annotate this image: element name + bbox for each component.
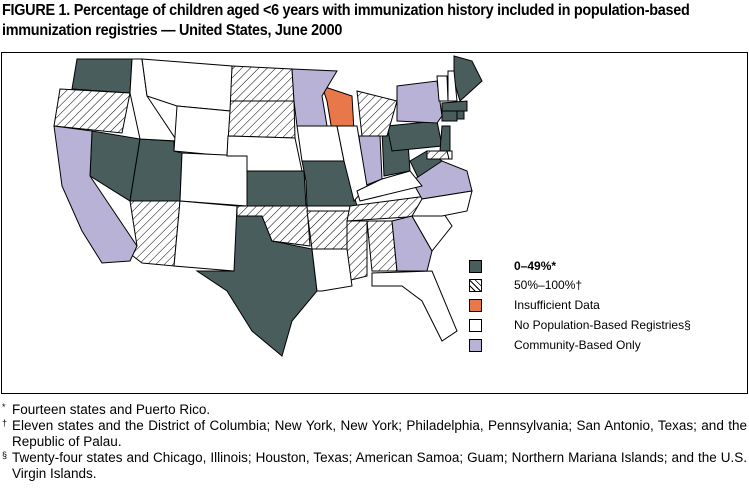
- legend-label: No Population-Based Registries§: [514, 318, 691, 332]
- state-co: [179, 152, 248, 207]
- footnote: § Twenty-four states and Chicago, Illinoi…: [2, 450, 747, 482]
- state-sd: [227, 100, 296, 139]
- state-vt: [436, 75, 449, 102]
- legend-label: Insufficient Data: [514, 298, 600, 312]
- figure-title: FIGURE 1. Percentage of children aged <6…: [2, 2, 690, 39]
- state-nj: [439, 125, 451, 152]
- state-or: [53, 88, 131, 134]
- state-la: [311, 248, 353, 292]
- state-de: [446, 150, 453, 160]
- footnotes: * Fourteen states and Puerto Rico. † Eleve…: [2, 402, 747, 482]
- legend-swatch-none: [469, 319, 482, 332]
- legend-swatch-community: [469, 339, 482, 352]
- state-nc: [411, 190, 473, 217]
- footnote-text: Fourteen states and Puerto Rico.: [12, 402, 211, 417]
- legend-label: 50%–100%†: [514, 278, 583, 292]
- footnote-mark: §: [2, 450, 8, 460]
- state-ks: [246, 170, 307, 207]
- state-ar: [306, 210, 351, 250]
- state-wy: [173, 105, 231, 157]
- state-ne: [226, 135, 303, 172]
- legend-label: 0–49%*: [514, 259, 557, 273]
- legend-swatch-hatched: [469, 279, 482, 292]
- map-frame: 0–49%* 50%–100%† Insufficient Data No Po…: [1, 52, 748, 394]
- footnote: † Eleven states and the District of Colum…: [2, 418, 747, 450]
- state-ca: [53, 125, 138, 264]
- state-ri: [456, 110, 465, 120]
- footnote-mark: †: [2, 418, 8, 428]
- state-wa: [71, 58, 133, 94]
- state-ga: [391, 215, 433, 272]
- state-mi: [356, 90, 398, 137]
- legend-label: Community-Based Only: [514, 338, 641, 352]
- footnote-mark: *: [2, 402, 6, 412]
- state-nh: [447, 70, 458, 102]
- state-nm: [173, 200, 238, 272]
- us-map: [53, 55, 483, 357]
- footnote-text: Eleven states and the District of Columb…: [12, 418, 747, 449]
- state-pa: [386, 120, 443, 152]
- state-ny: [396, 80, 443, 124]
- legend-swatch-low: [469, 260, 482, 273]
- state-ky: [356, 170, 423, 202]
- state-md: [426, 150, 451, 160]
- state-nd: [229, 65, 295, 102]
- state-me: [453, 55, 483, 102]
- legend-swatch-insufficient: [469, 299, 482, 312]
- state-ma: [441, 100, 468, 112]
- state-va: [411, 160, 473, 200]
- footnote: * Fourteen states and Puerto Rico.: [2, 402, 747, 418]
- state-fl: [371, 270, 458, 342]
- state-ia: [296, 125, 345, 162]
- footnote-text: Twenty-four states and Chicago, Illinois…: [12, 450, 747, 481]
- state-ct: [441, 110, 458, 122]
- state-mt: [141, 58, 233, 112]
